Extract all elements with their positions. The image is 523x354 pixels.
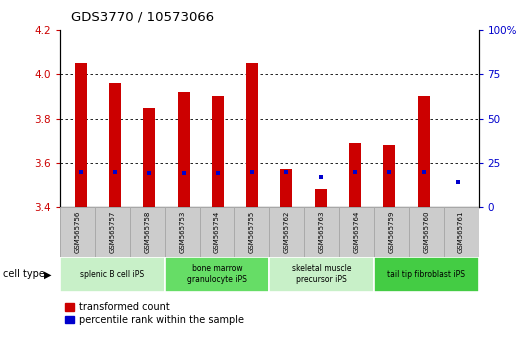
Point [385,169,394,175]
Text: GSM565753: GSM565753 [179,211,185,253]
Text: GSM565756: GSM565756 [75,211,81,253]
Text: GSM565755: GSM565755 [249,211,255,253]
Text: tail tip fibroblast iPS: tail tip fibroblast iPS [387,270,465,279]
Legend: transformed count, percentile rank within the sample: transformed count, percentile rank withi… [65,302,244,325]
Text: GSM565762: GSM565762 [284,211,290,253]
Text: splenic B cell iPS: splenic B cell iPS [81,270,144,279]
Bar [418,97,430,207]
Text: GSM565760: GSM565760 [423,211,429,253]
Bar [339,207,374,257]
Bar [143,108,155,207]
Bar [409,207,444,257]
Point [76,169,85,175]
Text: skeletal muscle
precursor iPS: skeletal muscle precursor iPS [292,264,351,284]
Text: GSM565757: GSM565757 [109,211,116,253]
Text: cell type: cell type [3,269,44,279]
Bar [234,207,269,257]
Point [316,174,325,180]
Bar [200,207,234,257]
Bar [444,207,479,257]
Bar [178,92,190,207]
Bar [130,207,165,257]
Bar [349,143,361,207]
Point [351,169,359,175]
Bar [75,63,87,207]
Text: bone marrow
granulocyte iPS: bone marrow granulocyte iPS [187,264,247,284]
Text: GSM565761: GSM565761 [458,211,464,253]
Bar [95,207,130,257]
Bar [60,207,95,257]
Bar [165,257,269,292]
Bar [383,145,395,207]
Text: ▶: ▶ [44,269,52,279]
Bar [60,257,165,292]
Bar [374,207,409,257]
Point [248,169,256,175]
Point [111,169,119,175]
Bar [315,189,327,207]
Text: GSM565763: GSM565763 [319,211,325,253]
Point [145,171,153,176]
Text: GDS3770 / 10573066: GDS3770 / 10573066 [71,11,214,24]
Point [419,169,428,175]
Bar [269,257,374,292]
Point [214,171,222,176]
Text: GSM565759: GSM565759 [389,211,394,253]
Point [179,171,188,176]
Text: GSM565758: GSM565758 [144,211,150,253]
Bar [269,207,304,257]
Point [454,179,462,185]
Bar [165,207,200,257]
Bar [374,257,479,292]
Bar [246,63,258,207]
Bar [109,83,121,207]
Text: GSM565754: GSM565754 [214,211,220,253]
Bar [304,207,339,257]
Text: GSM565764: GSM565764 [354,211,359,253]
Bar [280,170,292,207]
Bar [212,97,224,207]
Point [282,169,291,175]
